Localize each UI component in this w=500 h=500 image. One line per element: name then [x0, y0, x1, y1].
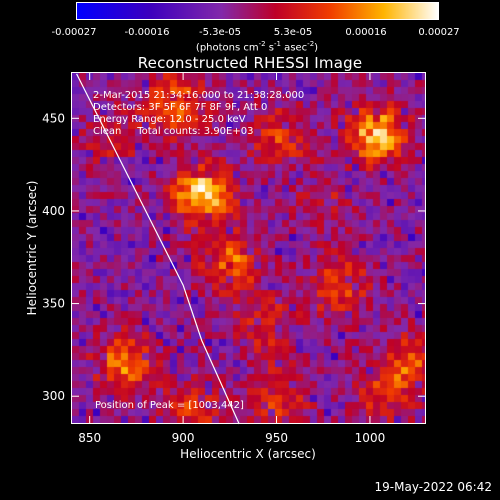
y-tick-label: 400: [42, 204, 65, 218]
colorbar-units-label: (photons cm-2 s-1 asec-2): [195, 40, 319, 54]
x-axis-title: Heliocentric X (arcsec): [180, 447, 316, 461]
x-tick-label: 900: [172, 431, 195, 445]
heatmap-image: [72, 73, 425, 423]
heatmap-plot-area: [71, 72, 426, 424]
y-tick-label: 350: [42, 297, 65, 311]
annotation-peak-position: Position of Peak = [1003,442]: [95, 400, 244, 411]
x-tick-label: 1000: [355, 431, 386, 445]
y-axis-ticks: 300 350 400 450: [42, 111, 426, 403]
annotation-clean-total-counts: Clean Total counts: 3.90E+03: [93, 126, 253, 137]
render-timestamp: 19-May-2022 06:42: [374, 480, 492, 494]
colorbar: [76, 2, 439, 20]
colorbar-tick-label: -5.3e-05: [199, 27, 241, 38]
colorbar-tick-label: 0.00027: [418, 27, 460, 38]
x-tick-label: 950: [265, 431, 288, 445]
y-axis-title: Heliocentric Y (arcsec): [25, 181, 39, 316]
y-tick-label: 300: [42, 389, 65, 403]
annotation-time-range: 2-Mar-2015 21:34:16.000 to 21:38:28.000: [93, 90, 304, 101]
colorbar-tick-label: -0.00016: [124, 27, 170, 38]
solar-limb-curve: [76, 73, 240, 425]
x-axis-ticks: 850 900 950 1000: [78, 72, 385, 445]
annotation-energy-range: Energy Range: 12.0 - 25.0 keV: [93, 114, 246, 125]
y-tick-label: 450: [42, 111, 65, 125]
colorbar-tick-label: 0.00016: [345, 27, 387, 38]
x-tick-label: 850: [78, 431, 101, 445]
chart-title: Reconstructed RHESSI Image: [137, 54, 363, 72]
colorbar-tick-label: -0.00027: [51, 27, 97, 38]
colorbar-tick-label: 5.3e-05: [273, 27, 313, 38]
annotation-detectors: Detectors: 3F 5F 6F 7F 8F 9F, Att 0: [93, 102, 267, 113]
